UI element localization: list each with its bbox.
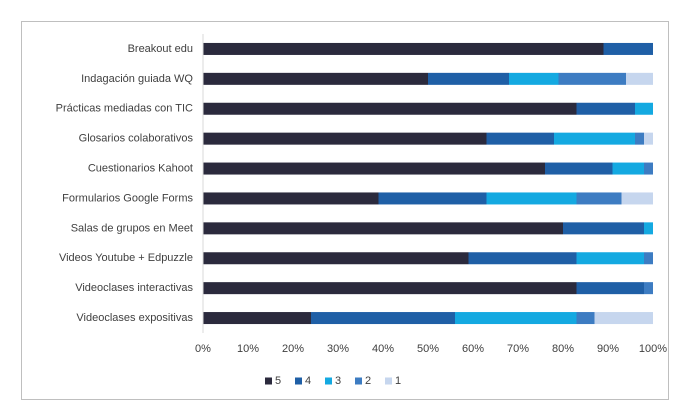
legend-label: 5	[275, 375, 281, 387]
legend-label: 2	[365, 375, 371, 387]
legend-swatch	[385, 377, 392, 385]
bar-segment	[203, 222, 563, 235]
y-tick-label: Formularios Google Forms	[62, 192, 193, 204]
legend-swatch	[355, 377, 362, 385]
legend-label: 1	[395, 375, 401, 387]
x-tick-label: 30%	[327, 343, 349, 355]
bar-segment	[576, 192, 622, 205]
bar-segment	[203, 162, 545, 175]
bar-segment	[455, 312, 577, 325]
y-tick-label: Indagación guiada WQ	[81, 73, 193, 85]
bar-segment	[203, 192, 379, 205]
y-tick-label: Videoclases interactivas	[75, 282, 193, 294]
bar-segment	[203, 312, 311, 325]
bar-segment	[378, 192, 487, 205]
bar-segment	[486, 132, 554, 145]
bar-segment	[311, 312, 455, 325]
y-tick-label: Breakout edu	[128, 43, 193, 55]
bar-segment	[563, 222, 644, 235]
bar-segment	[576, 252, 644, 265]
bar-segment	[612, 162, 644, 175]
legend-swatch	[265, 377, 272, 385]
bar-segment	[203, 252, 469, 265]
bar-segment	[486, 192, 577, 205]
bar-segment	[644, 282, 653, 295]
legend-label: 3	[335, 375, 341, 387]
bar-segment	[428, 72, 509, 85]
y-tick-label: Salas de grupos en Meet	[71, 222, 193, 234]
x-tick-label: 40%	[372, 343, 394, 355]
legend-label: 4	[305, 375, 311, 387]
bar-segment	[603, 42, 653, 55]
bar-segment	[576, 282, 644, 295]
bar-segment	[621, 192, 653, 205]
bar-segment	[545, 162, 613, 175]
bar-segment	[554, 132, 635, 145]
x-tick-label: 80%	[552, 343, 574, 355]
bar-segment	[644, 252, 653, 265]
bar-segment	[576, 102, 635, 115]
legend-swatch	[295, 377, 302, 385]
bar-segment	[635, 132, 644, 145]
x-tick-label: 100%	[639, 343, 667, 355]
bar-segment	[644, 132, 653, 145]
legend-swatch	[325, 377, 332, 385]
bar-segment	[203, 72, 428, 85]
y-tick-label: Cuestionarios Kahoot	[88, 162, 193, 174]
bar-segment	[558, 72, 626, 85]
bar-segment	[509, 72, 559, 85]
y-tick-label: Videoclases expositivas	[76, 312, 193, 324]
bar-segment	[594, 312, 653, 325]
bar-segment	[203, 282, 577, 295]
y-tick-label: Glosarios colaborativos	[79, 133, 194, 145]
y-tick-label: Prácticas mediadas con TIC	[56, 103, 193, 115]
bar-segment	[644, 162, 653, 175]
bar-segment	[644, 222, 653, 235]
y-tick-label: Videos Youtube + Edpuzzle	[59, 252, 193, 264]
x-tick-label: 70%	[507, 343, 529, 355]
bar-segment	[203, 132, 487, 145]
x-tick-label: 20%	[282, 343, 304, 355]
x-tick-label: 60%	[462, 343, 484, 355]
bar-segment	[203, 42, 604, 55]
bar-segment	[576, 312, 595, 325]
x-tick-label: 50%	[417, 343, 439, 355]
bar-segment	[203, 102, 577, 115]
x-tick-label: 10%	[237, 343, 259, 355]
x-tick-label: 90%	[597, 343, 619, 355]
bar-segment	[626, 72, 653, 85]
x-tick-label: 0%	[195, 343, 211, 355]
bar-segment	[468, 252, 577, 265]
bar-segment	[635, 102, 653, 115]
